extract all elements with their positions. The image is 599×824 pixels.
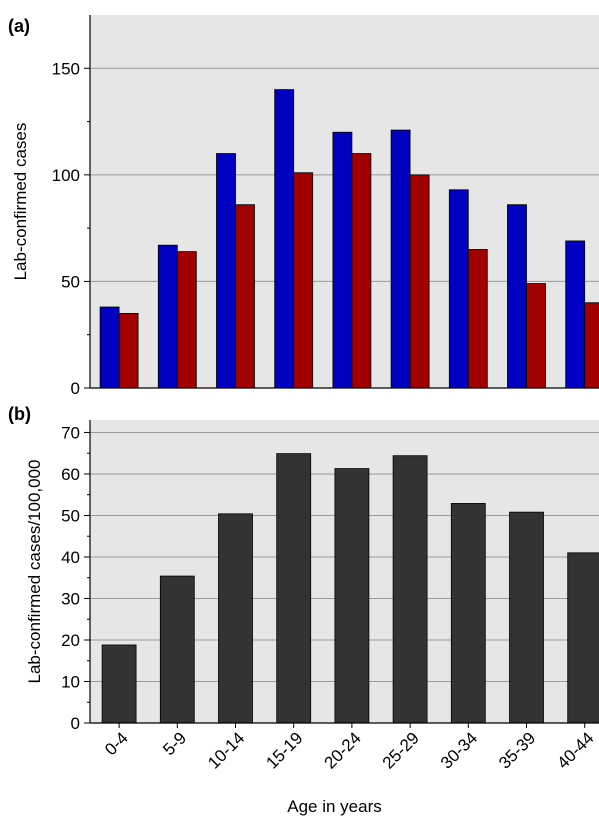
bar (332, 131, 353, 389)
bar (176, 251, 197, 389)
y-tick-label: 100 (52, 166, 80, 185)
y-tick-label: 30 (61, 589, 80, 608)
x-tick-label: 15-19 (262, 728, 306, 772)
bar (351, 153, 372, 389)
x-tick-label: 10-14 (204, 728, 248, 772)
bar (276, 453, 312, 724)
bar (157, 244, 178, 389)
y-tick-label: 60 (61, 465, 80, 484)
bar (235, 204, 255, 389)
bar (218, 513, 253, 724)
bar (409, 174, 430, 389)
y-tick-label: 0 (71, 714, 80, 733)
bar (159, 575, 195, 724)
y-tick-label: 50 (61, 506, 80, 525)
bar (118, 312, 139, 389)
y-tick-label: 150 (52, 59, 80, 78)
x-tick-label: 5-9 (159, 728, 190, 759)
bar (509, 511, 544, 724)
x-tick-label: 20-24 (321, 728, 365, 772)
bar (507, 204, 527, 389)
bar (450, 503, 486, 724)
y-tick-label: 0 (71, 379, 80, 398)
y-tick-label: 20 (61, 631, 80, 650)
bar (526, 283, 546, 389)
bar (584, 302, 599, 389)
panel-b: 0 10 20 30 40 50 60 70 (b) Lab-confirmed cases/10… (8, 404, 599, 816)
y-tick-label: 10 (61, 672, 80, 691)
bar (274, 89, 295, 389)
bar (101, 644, 137, 724)
y-axis-title: Lab-confirmed cases (11, 123, 30, 281)
x-tick-label: 40-44 (553, 728, 597, 772)
y-axis-title: Lab-confirmed cases/100,000 (25, 460, 44, 684)
x-axis-title: Age in years (287, 797, 382, 816)
y-tick-label: 50 (61, 272, 80, 291)
panel-a: 0 50 100 150 (a) Lab-confirmed cases (8, 15, 599, 398)
x-tick-label: 25-29 (379, 728, 423, 772)
y-tick-label: 70 (61, 423, 80, 442)
bar (390, 129, 411, 389)
y-tick-label: 40 (61, 548, 80, 567)
panel-label: (a) (8, 16, 30, 36)
bar (467, 249, 488, 389)
x-tick-label: 30-34 (437, 728, 481, 772)
bar (99, 306, 120, 389)
bar (567, 552, 599, 724)
x-tick-label: 35-39 (495, 728, 539, 772)
bar (334, 468, 370, 724)
panel-label: (b) (8, 404, 31, 424)
bar (293, 172, 314, 389)
x-tick-label: 0-4 (101, 728, 132, 759)
bar (392, 455, 428, 724)
bar (448, 189, 469, 389)
bar (565, 240, 586, 389)
bar (216, 153, 236, 389)
